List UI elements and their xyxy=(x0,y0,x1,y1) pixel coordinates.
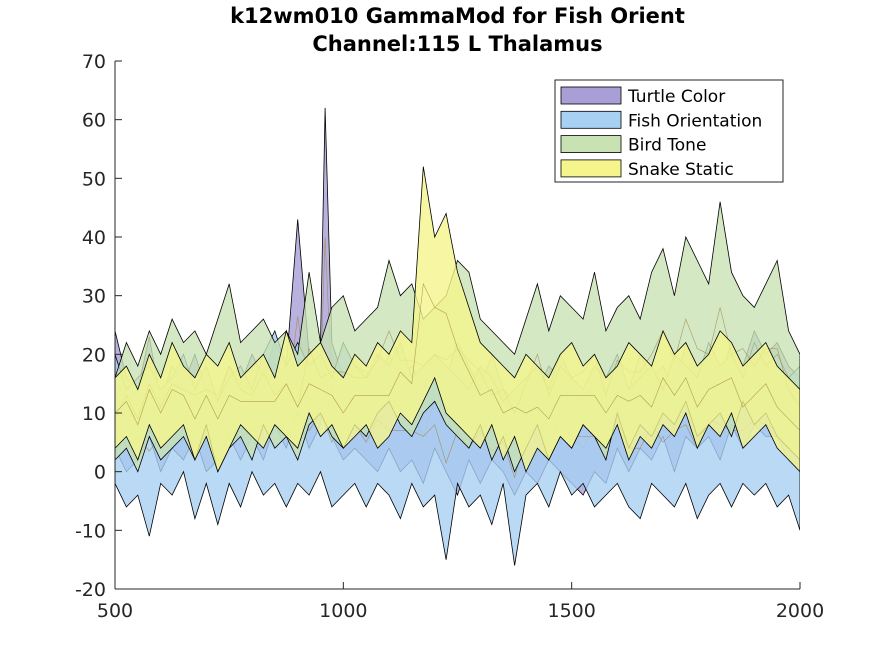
legend-label-bird-tone: Bird Tone xyxy=(628,136,706,156)
legend-swatch-snake-static xyxy=(560,159,622,178)
legend-swatch-bird-tone xyxy=(560,135,622,154)
y-tick-label: -10 xyxy=(75,520,106,542)
axes: -20 -10 0 10 20 30 40 50 60 70 500 1000 1500 2000 xyxy=(75,51,824,622)
y-tick-label: 0 xyxy=(94,462,106,484)
y-tick-label: -20 xyxy=(75,579,106,601)
mean-line-snake-static xyxy=(115,282,800,431)
legend: Turtle Color Fish Orientation Bird Tone Sna… xyxy=(554,79,784,183)
y-tick-label: 10 xyxy=(82,403,106,425)
legend-swatch-fish-orientation xyxy=(560,110,622,129)
legend-label-snake-static: Snake Static xyxy=(628,160,734,180)
chart-title-line-2: Channel:115 L Thalamus xyxy=(312,32,603,56)
y-tick-label: 50 xyxy=(82,168,106,190)
y-tick-label: 40 xyxy=(82,227,106,249)
legend-label-fish-orientation: Fish Orientation xyxy=(628,111,762,131)
legend-label-turtle-color: Turtle Color xyxy=(627,87,725,107)
y-tick-label: 20 xyxy=(82,344,106,366)
chart-title-line-1: k12wm010 GammaMod for Fish Orient xyxy=(230,4,685,28)
y-tick-label: 60 xyxy=(82,110,106,132)
area-band-snake-static xyxy=(115,166,800,473)
y-tick-label: 70 xyxy=(82,51,106,73)
x-tick-label: 500 xyxy=(97,600,133,622)
x-tick-label: 2000 xyxy=(776,600,824,622)
x-tick-label: 1500 xyxy=(547,600,595,622)
x-tick-label: 1000 xyxy=(319,600,367,622)
y-tick-label: 30 xyxy=(82,286,106,308)
legend-swatch-turtle-color xyxy=(560,86,622,105)
plot-areas xyxy=(115,107,800,566)
